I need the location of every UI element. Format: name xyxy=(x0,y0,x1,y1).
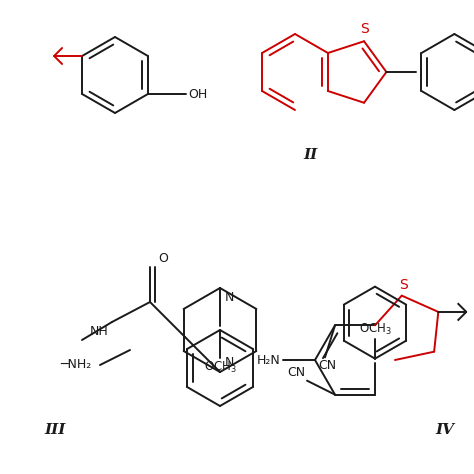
Text: N: N xyxy=(225,356,234,369)
Text: S: S xyxy=(360,22,368,36)
Text: CN: CN xyxy=(287,365,305,379)
Text: II: II xyxy=(303,148,317,162)
Text: CN: CN xyxy=(318,359,336,373)
Text: N: N xyxy=(225,291,234,304)
Text: S: S xyxy=(400,278,408,292)
Text: H₂N: H₂N xyxy=(257,354,281,366)
Text: ─NH₂: ─NH₂ xyxy=(60,358,91,372)
Text: OCH$_3$: OCH$_3$ xyxy=(358,321,392,337)
Text: OCH$_3$: OCH$_3$ xyxy=(203,360,237,375)
Text: IV: IV xyxy=(436,423,455,437)
Text: NH: NH xyxy=(90,325,109,338)
Text: OH: OH xyxy=(188,88,207,100)
Text: III: III xyxy=(44,423,66,437)
Text: O: O xyxy=(158,252,168,265)
